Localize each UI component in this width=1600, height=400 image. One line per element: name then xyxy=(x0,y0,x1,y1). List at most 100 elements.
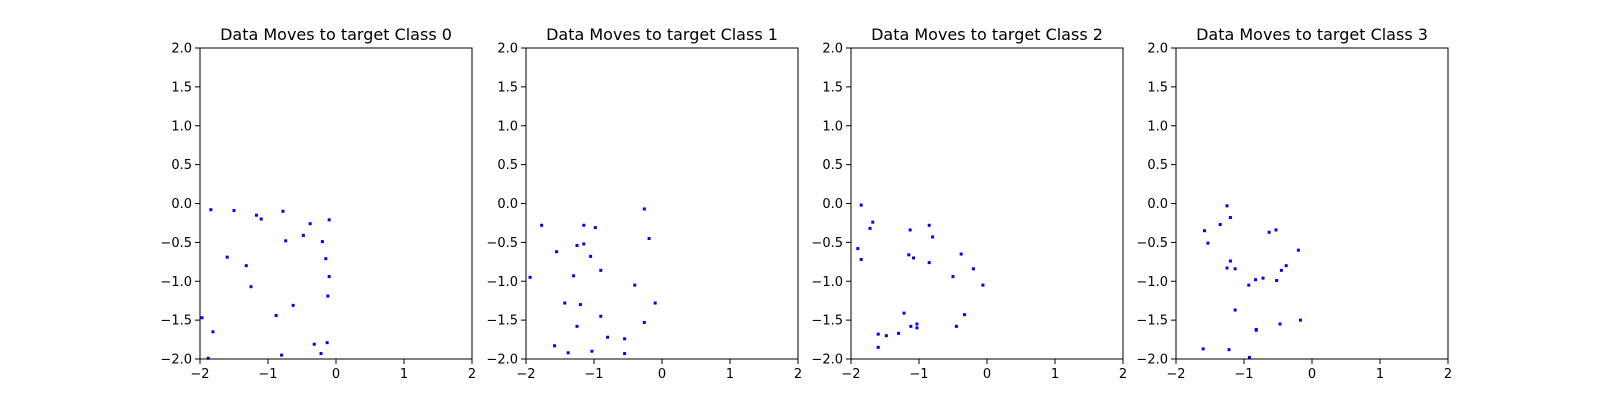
x-tick-label: 0 xyxy=(1308,367,1316,382)
x-tick-label: 0 xyxy=(983,367,991,382)
y-tick-label: 1.0 xyxy=(822,119,843,134)
data-point xyxy=(211,330,215,334)
y-tick-label: −0.5 xyxy=(486,236,518,251)
data-point xyxy=(647,236,651,240)
data-point xyxy=(320,240,324,244)
data-point xyxy=(232,209,236,212)
data-point xyxy=(582,242,586,246)
data-point xyxy=(259,217,263,221)
data-point xyxy=(540,223,544,227)
data-point xyxy=(1278,322,1282,326)
data-point xyxy=(1206,241,1210,245)
panel-3: Data Moves to target Class 3 −2 −1 0 1 2 2.0 1.… xyxy=(1136,25,1452,382)
x-tick-label: 1 xyxy=(1376,367,1384,382)
x-tick-label: 2 xyxy=(468,367,476,382)
data-point xyxy=(589,254,593,258)
y-tick-label: −1.0 xyxy=(486,275,518,290)
data-point xyxy=(599,268,603,272)
x-tick-label: −1 xyxy=(909,367,928,382)
data-point xyxy=(244,264,248,268)
y-tick-label: 1.5 xyxy=(171,80,192,95)
y-tick-label: 0.5 xyxy=(822,158,843,173)
data-point xyxy=(1279,268,1283,272)
x-tick-label: 0 xyxy=(332,367,340,382)
data-point xyxy=(633,283,637,287)
y-tick-label: 0.5 xyxy=(171,158,192,173)
y-tick-label: 1.0 xyxy=(497,119,518,134)
y-tick-label: 0.0 xyxy=(497,197,518,212)
data-point xyxy=(859,203,863,207)
data-point xyxy=(907,253,911,257)
data-point xyxy=(280,353,284,357)
data-point xyxy=(1254,327,1258,331)
y-tick-label: 0.0 xyxy=(1147,197,1168,212)
y-tick-label: −0.5 xyxy=(811,236,843,251)
data-point xyxy=(553,344,557,348)
panel-title: Data Moves to target Class 0 xyxy=(220,25,452,44)
data-point xyxy=(301,233,305,237)
data-point xyxy=(1227,348,1231,352)
y-tick-label: −1.0 xyxy=(811,275,843,290)
data-point xyxy=(1247,283,1251,287)
x-tick-label: −1 xyxy=(1234,367,1253,382)
y-tick-label: 1.5 xyxy=(497,80,518,95)
y-tick-label: −1.5 xyxy=(811,314,843,329)
data-point xyxy=(1275,278,1279,282)
data-point xyxy=(1267,230,1271,234)
data-point xyxy=(1261,276,1265,280)
y-tick-label: 1.5 xyxy=(1147,80,1168,95)
data-point xyxy=(871,220,875,224)
data-point xyxy=(326,294,330,298)
y-tick-label: −1.5 xyxy=(160,314,192,329)
data-point xyxy=(324,257,328,261)
data-point xyxy=(1228,216,1232,219)
data-point xyxy=(590,349,594,353)
data-point xyxy=(927,261,931,265)
data-point xyxy=(575,324,579,328)
data-point xyxy=(281,209,285,213)
data-point xyxy=(931,235,935,239)
panel-title: Data Moves to target Class 3 xyxy=(1196,25,1428,44)
y-tick-label: 1.5 xyxy=(822,80,843,95)
data-point xyxy=(274,313,278,317)
data-point xyxy=(327,218,331,222)
data-point xyxy=(599,314,603,318)
x-tick-label: −2 xyxy=(1166,367,1185,382)
y-tick-label: 0.0 xyxy=(171,197,192,212)
panel-0: Data Moves to target Class 0 −2 −1 0 1 2 2.0 1.… xyxy=(160,25,476,382)
data-point xyxy=(528,275,532,279)
data-point xyxy=(308,222,312,226)
axes-frame xyxy=(525,47,799,360)
x-tick-label: 1 xyxy=(400,367,408,382)
data-point xyxy=(1233,267,1237,271)
data-point xyxy=(254,213,258,217)
data-point xyxy=(908,228,912,232)
data-point xyxy=(225,255,229,259)
panel-1: Data Moves to target Class 1 −2 −1 0 1 2 2.0 1.… xyxy=(486,25,802,382)
x-tick-label: −2 xyxy=(190,367,209,382)
y-tick-label: 2.0 xyxy=(497,42,518,57)
y-tick-label: 2.0 xyxy=(822,42,843,57)
data-point xyxy=(653,301,657,305)
y-tick-label: 2.0 xyxy=(1147,42,1168,57)
data-point xyxy=(1296,248,1300,252)
y-tick-label: −1.0 xyxy=(1136,275,1168,290)
data-point xyxy=(623,352,627,356)
y-tick-label: −2.0 xyxy=(160,353,192,368)
data-point xyxy=(593,226,597,230)
x-tick-label: 1 xyxy=(726,367,734,382)
data-point xyxy=(868,226,872,230)
data-point xyxy=(1225,266,1229,270)
data-point xyxy=(1201,347,1205,351)
data-point xyxy=(959,252,963,256)
x-tick-label: −1 xyxy=(258,367,277,382)
x-tick-label: 2 xyxy=(1119,367,1127,382)
data-point xyxy=(915,326,919,330)
x-tick-label: −2 xyxy=(516,367,535,382)
data-point xyxy=(897,331,901,335)
y-tick-label: 2.0 xyxy=(171,42,192,57)
x-tick-label: −1 xyxy=(584,367,603,382)
y-tick-label: 1.0 xyxy=(171,119,192,134)
